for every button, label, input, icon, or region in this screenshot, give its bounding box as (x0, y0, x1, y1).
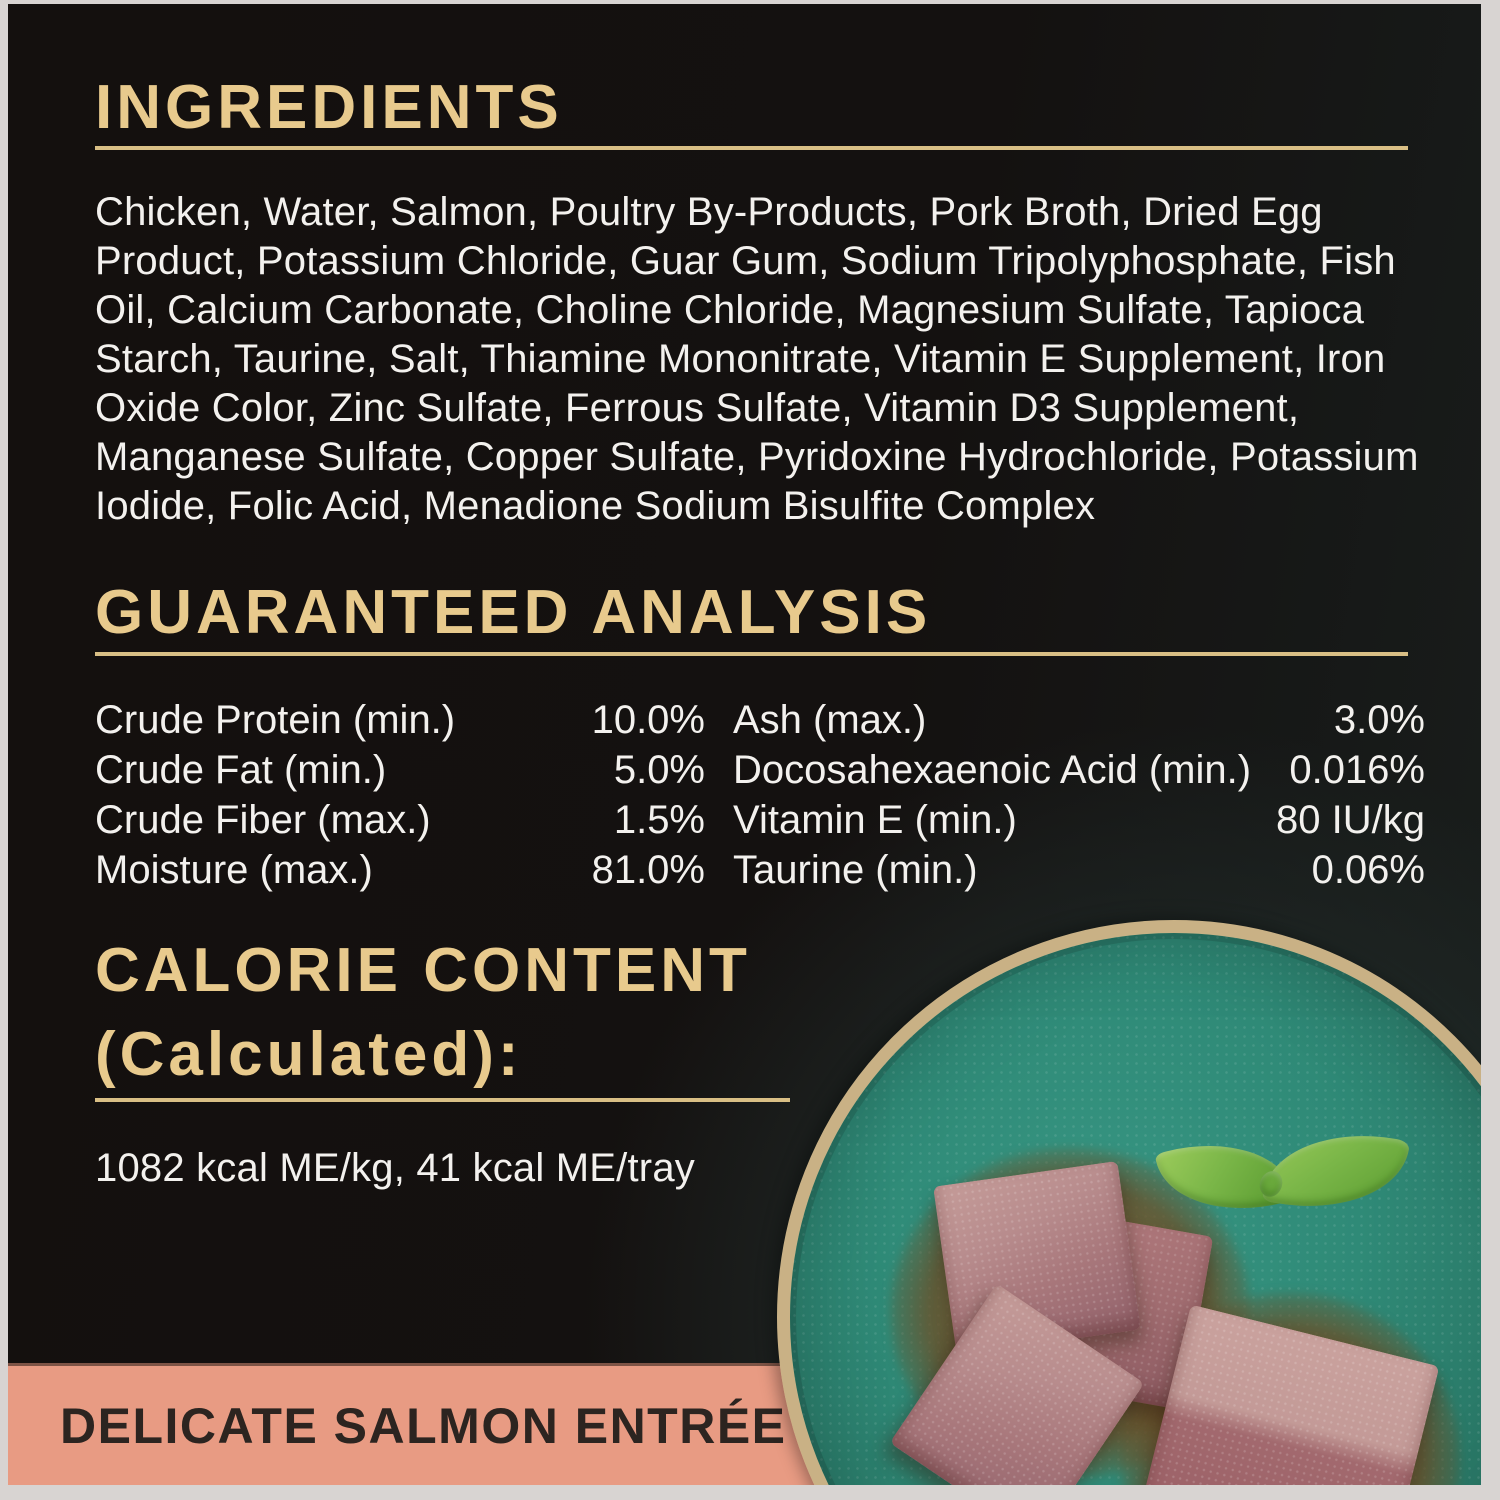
ingredients-text: Chicken, Water, Salmon, Poultry By-Produ… (95, 190, 1419, 528)
calorie-content-rule (95, 1098, 790, 1102)
analysis-value: 80 IU/kg (1276, 798, 1425, 842)
analysis-row: Crude Fiber (max.) 1.5% (95, 795, 705, 845)
analysis-label: Ash (max.) (733, 698, 927, 742)
analysis-right-column: Ash (max.) 3.0% Docosahexaenoic Acid (mi… (733, 695, 1425, 895)
ingredients-rule (95, 146, 1408, 150)
analysis-value: 1.5% (613, 798, 705, 842)
analysis-value: 0.06% (1311, 848, 1425, 892)
analysis-row: Docosahexaenoic Acid (min.) 0.016% (733, 745, 1425, 795)
analysis-value: 81.0% (591, 848, 705, 892)
analysis-value: 0.016% (1289, 748, 1425, 792)
calorie-content-heading-line1: CALORIE CONTENT (95, 936, 751, 1005)
plate-photo (777, 920, 1481, 1485)
analysis-label: Crude Protein (min.) (95, 698, 456, 742)
analysis-row: Vitamin E (min.) 80 IU/kg (733, 795, 1425, 845)
ingredients-heading: INGREDIENTS (95, 73, 563, 142)
label-panel: INGREDIENTS Chicken, Water, Salmon, Poul… (8, 4, 1481, 1485)
analysis-value: 10.0% (591, 698, 705, 742)
product-banner: DELICATE SALMON ENTRÉE (8, 1363, 880, 1485)
analysis-left-column: Crude Protein (min.) 10.0% Crude Fat (mi… (95, 695, 705, 895)
analysis-label: Taurine (min.) (733, 848, 978, 892)
analysis-row: Crude Fat (min.) 5.0% (95, 745, 705, 795)
product-banner-text: DELICATE SALMON ENTRÉE (60, 1398, 787, 1454)
analysis-label: Crude Fat (min.) (95, 748, 387, 792)
analysis-value: 5.0% (613, 748, 705, 792)
analysis-label: Crude Fiber (max.) (95, 798, 431, 842)
analysis-row: Crude Protein (min.) 10.0% (95, 695, 705, 745)
analysis-row: Taurine (min.) 0.06% (733, 845, 1425, 895)
calorie-content-value: 1082 kcal ME/kg, 41 kcal ME/tray (95, 1146, 695, 1190)
analysis-label: Docosahexaenoic Acid (min.) (733, 748, 1252, 792)
guaranteed-analysis-table: Crude Protein (min.) 10.0% Crude Fat (mi… (95, 695, 1425, 895)
guaranteed-analysis-rule (95, 652, 1408, 656)
analysis-label: Vitamin E (min.) (733, 798, 1017, 842)
analysis-row: Ash (max.) 3.0% (733, 695, 1425, 745)
analysis-row: Moisture (max.) 81.0% (95, 845, 705, 895)
analysis-label: Moisture (max.) (95, 848, 373, 892)
basil-leaf (1261, 1117, 1411, 1225)
guaranteed-analysis-heading: GUARANTEED ANALYSIS (95, 578, 932, 647)
analysis-value: 3.0% (1333, 698, 1425, 742)
calorie-content-heading-line2: (Calculated): (95, 1020, 523, 1089)
